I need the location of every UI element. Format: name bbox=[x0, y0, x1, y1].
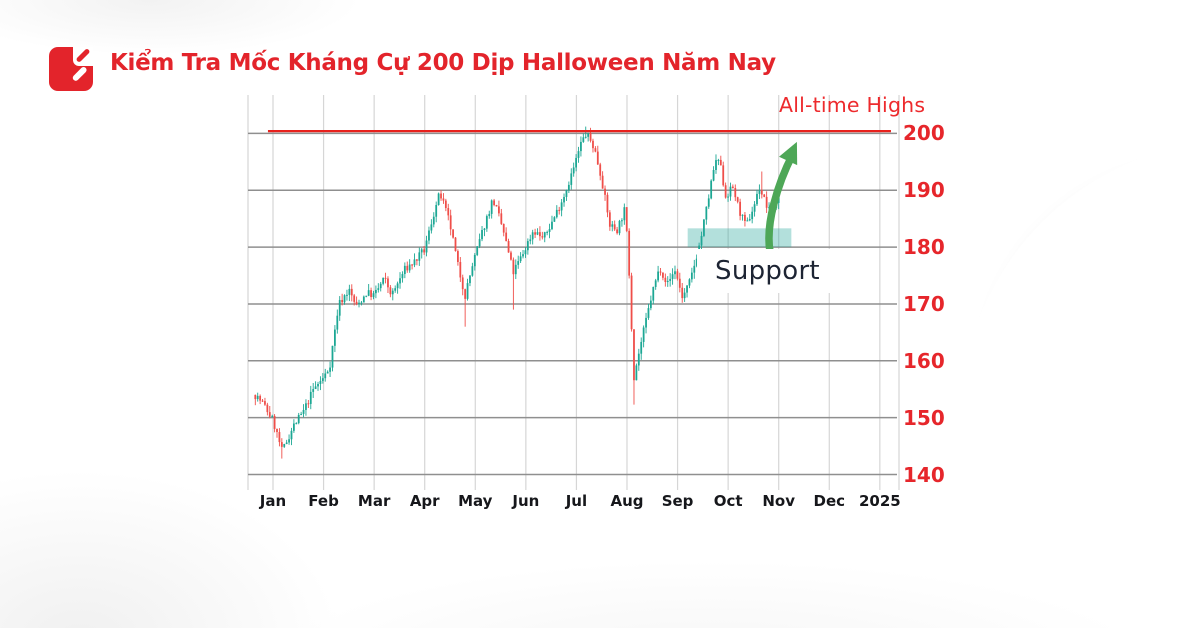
y-tick-200: 200 bbox=[903, 121, 945, 146]
y-tick-150: 150 bbox=[903, 405, 945, 430]
x-tick-Sep: Sep bbox=[661, 492, 694, 510]
x-tick-Apr: Apr bbox=[409, 492, 440, 510]
x-tick-Feb: Feb bbox=[308, 492, 339, 510]
y-tick-170: 170 bbox=[903, 291, 945, 316]
x-tick-Jan: Jan bbox=[259, 492, 287, 510]
x-tick-Dec: Dec bbox=[813, 492, 846, 510]
x-tick-Nov: Nov bbox=[762, 492, 795, 510]
x-tick-Jul: Jul bbox=[565, 492, 588, 510]
page-title: Kiểm Tra Mốc Kháng Cự 200 Dịp Halloween … bbox=[110, 50, 776, 76]
x-tick-Mar: Mar bbox=[357, 492, 391, 510]
x-tick-Oct: Oct bbox=[713, 492, 743, 510]
x-tick-Jun: Jun bbox=[512, 492, 540, 510]
x-tick-Aug: Aug bbox=[610, 492, 644, 510]
x-tick-2025: 2025 bbox=[858, 492, 901, 510]
support-zone bbox=[687, 228, 792, 248]
support-label-box: Support bbox=[697, 249, 838, 293]
support-label: Support bbox=[715, 256, 820, 286]
brand-logo bbox=[49, 47, 93, 91]
x-tick-May: May bbox=[458, 492, 493, 510]
y-tick-160: 160 bbox=[903, 348, 945, 373]
all-time-highs-label: All-time Highs bbox=[779, 93, 926, 117]
y-tick-140: 140 bbox=[903, 462, 945, 487]
up-arrow-icon bbox=[765, 141, 798, 256]
candles bbox=[254, 126, 780, 459]
y-tick-190: 190 bbox=[903, 178, 945, 203]
y-tick-180: 180 bbox=[903, 235, 945, 260]
